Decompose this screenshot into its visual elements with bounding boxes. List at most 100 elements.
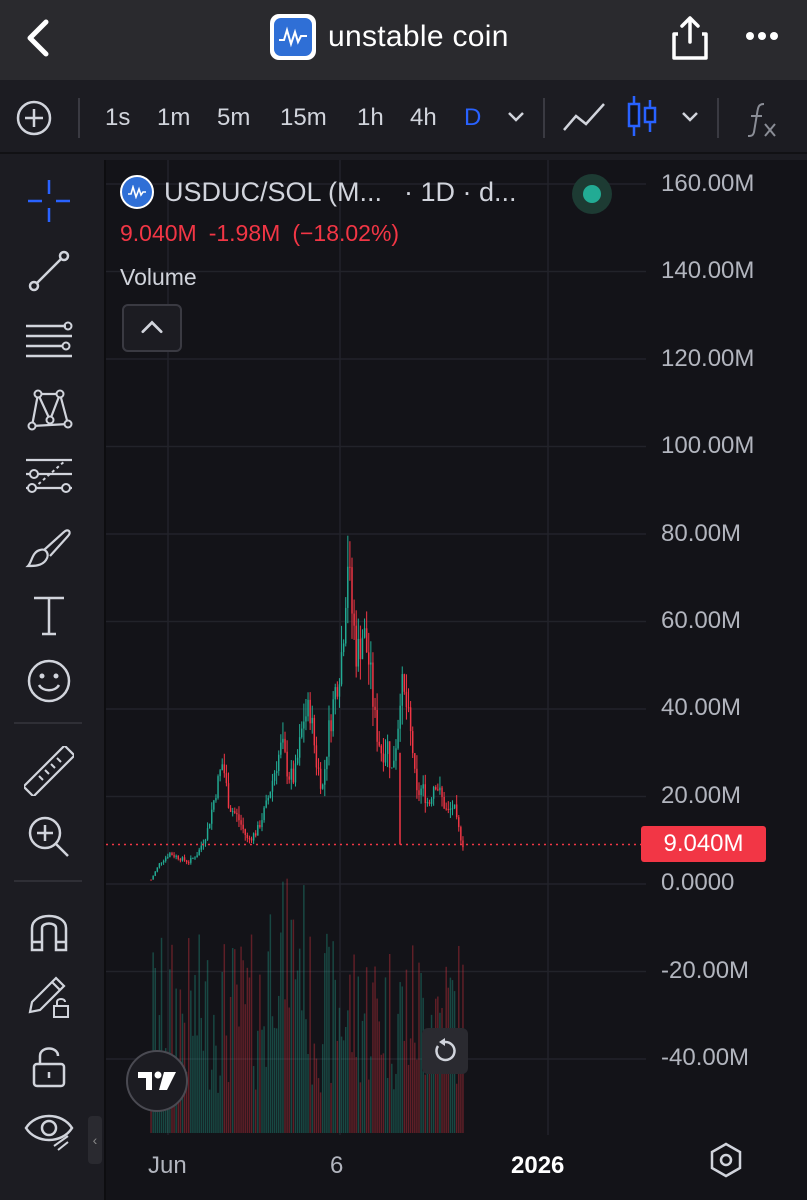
candle-body bbox=[152, 875, 154, 880]
horizontal-lines-icon[interactable] bbox=[24, 316, 74, 366]
volume-bar bbox=[372, 982, 374, 1133]
symbol-name: USDUC/SOL (M... bbox=[164, 176, 383, 207]
brush-icon[interactable] bbox=[24, 522, 74, 572]
volume-bar bbox=[426, 1069, 429, 1133]
volume-bar bbox=[278, 995, 280, 1133]
volume-bar bbox=[217, 1092, 219, 1133]
symbol-logo-icon bbox=[120, 175, 154, 209]
chart-area[interactable] bbox=[104, 160, 807, 1200]
candle-body bbox=[244, 829, 246, 835]
interval-1h[interactable]: 1h bbox=[357, 104, 384, 131]
emoji-icon[interactable] bbox=[24, 656, 74, 706]
interval-4h[interactable]: 4h bbox=[410, 104, 437, 131]
candle-body bbox=[206, 828, 209, 840]
toolbar-collapse-handle[interactable]: ‹ bbox=[88, 1116, 102, 1164]
drawing-toolbar bbox=[0, 156, 98, 1200]
legend-collapse-button[interactable] bbox=[122, 304, 182, 352]
y-tick-label: 100.00M bbox=[661, 432, 755, 460]
candle-body bbox=[238, 814, 240, 821]
volume-bar bbox=[340, 1036, 343, 1133]
volume-bar bbox=[211, 1069, 213, 1133]
text-icon[interactable] bbox=[24, 590, 74, 640]
volume-bar bbox=[397, 1013, 399, 1133]
volume-bar bbox=[328, 946, 330, 1133]
candle-body bbox=[215, 797, 217, 801]
zoom-in-icon[interactable] bbox=[24, 812, 74, 862]
market-status-indicator[interactable] bbox=[572, 174, 612, 214]
volume-bar bbox=[376, 998, 378, 1133]
pattern-icon[interactable] bbox=[24, 384, 74, 434]
reset-chart-button[interactable] bbox=[422, 1028, 468, 1074]
tradingview-logo[interactable] bbox=[126, 1050, 188, 1112]
symbol-row[interactable]: USDUC/SOL (M... · 1D · d... bbox=[120, 172, 517, 212]
candle-body bbox=[252, 833, 255, 841]
candle-body bbox=[317, 767, 320, 769]
volume-bar bbox=[265, 1066, 267, 1133]
volume-bar bbox=[405, 969, 408, 1133]
volume-bar bbox=[202, 1050, 205, 1133]
candle-body bbox=[437, 789, 439, 791]
settings-hexagon-icon[interactable] bbox=[706, 1140, 746, 1180]
volume-bar bbox=[399, 982, 401, 1133]
volume-bar bbox=[368, 1079, 370, 1133]
y-tick-label: -40.00M bbox=[661, 1044, 750, 1071]
volume-label[interactable]: Volume bbox=[120, 264, 197, 290]
candle-body bbox=[181, 857, 184, 861]
volume-bar bbox=[303, 885, 305, 1133]
candle-body bbox=[269, 791, 272, 798]
interval-1m[interactable]: 1m bbox=[157, 104, 191, 131]
trendline-icon[interactable] bbox=[24, 246, 74, 296]
volume-bar bbox=[393, 1089, 395, 1133]
add-circle-icon[interactable] bbox=[16, 100, 52, 136]
candle-body bbox=[227, 783, 230, 808]
volume-bar bbox=[432, 1064, 435, 1133]
candle-body bbox=[353, 613, 355, 626]
fib-icon[interactable] bbox=[24, 452, 74, 502]
formula-icon[interactable] bbox=[744, 100, 778, 138]
candle-body bbox=[326, 756, 328, 770]
reset-icon bbox=[435, 1038, 456, 1062]
volume-bar bbox=[336, 1040, 339, 1133]
interval-D[interactable]: D bbox=[464, 104, 482, 131]
volume-bar bbox=[192, 1035, 194, 1133]
ruler-icon[interactable] bbox=[24, 746, 74, 796]
interval-5m[interactable]: 5m bbox=[217, 104, 251, 131]
candle-body bbox=[416, 768, 418, 791]
candle-body bbox=[259, 824, 261, 828]
candle-body bbox=[213, 800, 215, 810]
price-change-percent: (−18.02%) bbox=[292, 220, 400, 246]
price-row: 9.040M -1.98M (−18.02%) bbox=[120, 220, 517, 247]
candle-body bbox=[445, 808, 447, 810]
candle-body bbox=[278, 754, 280, 772]
volume-bar bbox=[269, 914, 272, 1133]
volume-bar bbox=[326, 933, 328, 1133]
y-tick-label: 0.0000 bbox=[661, 869, 735, 897]
share-icon[interactable] bbox=[670, 14, 710, 62]
candle-body bbox=[401, 674, 403, 706]
interval-1s[interactable]: 1s bbox=[105, 104, 131, 131]
candle-body bbox=[443, 796, 445, 809]
magnet-icon[interactable] bbox=[24, 906, 74, 956]
volume-bar bbox=[196, 1035, 198, 1133]
eye-icon[interactable] bbox=[24, 1106, 74, 1156]
candle-body bbox=[462, 840, 464, 848]
lock-pencil-icon[interactable] bbox=[24, 972, 74, 1022]
candle-body bbox=[282, 738, 284, 743]
candle-body bbox=[301, 728, 303, 738]
candles-icon[interactable] bbox=[626, 94, 658, 138]
more-dots-icon[interactable] bbox=[742, 22, 782, 50]
chevron-down-icon[interactable] bbox=[680, 110, 700, 124]
unlock-icon[interactable] bbox=[24, 1042, 74, 1092]
candle-body bbox=[447, 808, 450, 810]
line-chart-icon[interactable] bbox=[562, 100, 606, 134]
interval-15m[interactable]: 15m bbox=[280, 104, 327, 131]
chevron-down-icon[interactable] bbox=[506, 110, 526, 124]
app-logo bbox=[270, 14, 316, 60]
crosshair-icon[interactable] bbox=[24, 176, 74, 226]
back-chevron-icon[interactable] bbox=[18, 14, 58, 62]
candle-body bbox=[397, 728, 399, 749]
candle-body bbox=[179, 859, 182, 861]
volume-bar bbox=[315, 1058, 318, 1133]
candle-body bbox=[344, 607, 347, 644]
candle-body bbox=[357, 638, 360, 667]
